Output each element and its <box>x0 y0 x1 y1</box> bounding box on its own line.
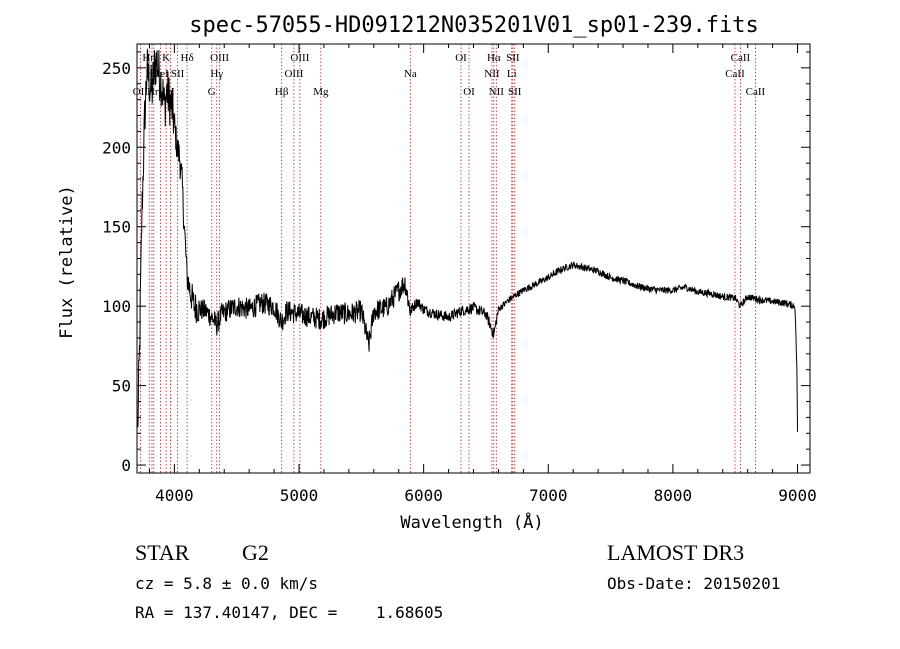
survey-name: LAMOST DR3 <box>607 540 745 565</box>
x-tick-label-2: 6000 <box>404 486 443 505</box>
y-tick-label-1: 50 <box>112 377 131 396</box>
x-tick-label-0: 4000 <box>155 486 194 505</box>
line-label-21: NII <box>489 86 505 98</box>
y-tick-label-0: 0 <box>121 456 131 475</box>
redshift-cz: cz = 5.8 ± 0.0 km/s <box>135 574 319 593</box>
object-subclass: G2 <box>242 540 269 565</box>
line-label-22: Li <box>507 68 517 80</box>
x-tick-label-1: 5000 <box>280 486 319 505</box>
line-label-12: Hβ <box>275 86 289 98</box>
chart-title: spec-57055-HD091212N035201V01_sp01-239.f… <box>189 13 759 38</box>
line-label-7: SII <box>171 68 185 80</box>
y-tick-label-3: 150 <box>102 218 131 237</box>
y-tick-label-4: 200 <box>102 138 131 157</box>
x-tick-label-3: 7000 <box>529 486 568 505</box>
line-label-8: Hδ <box>181 52 194 64</box>
line-label-1: Hη <box>142 52 156 64</box>
y-tick-label-5: 250 <box>102 59 131 78</box>
line-label-16: Na <box>404 68 417 80</box>
line-label-5: K <box>162 52 170 64</box>
line-label-6: H <box>167 86 175 98</box>
line-label-27: CaII <box>746 86 766 98</box>
obs-date: Obs-Date: 20150201 <box>607 574 781 593</box>
line-label-19: NII <box>484 68 500 80</box>
x-axis: 4000 5000 6000 7000 8000 9000 <box>148 44 817 505</box>
spectral-line-labels: OIIHηHθHηHeIKHSIIHδGHγOIIIHβOIIIOIIIMgNa… <box>133 52 766 98</box>
line-label-26: CaII <box>731 52 751 64</box>
line-label-24: SII <box>508 86 522 98</box>
x-tick-label-4: 8000 <box>654 486 693 505</box>
spectrum-line <box>137 48 798 432</box>
line-label-13: OIII <box>284 68 303 80</box>
y-axis: 0 50 100 150 200 250 <box>102 51 810 475</box>
y-axis-label: Flux (relative) <box>57 185 77 339</box>
line-label-11: OIII <box>210 52 229 64</box>
spectrum-series <box>137 48 798 432</box>
line-label-25: CaII <box>725 68 745 80</box>
line-label-10: Hγ <box>210 68 223 80</box>
line-label-23: SII <box>506 52 520 64</box>
line-label-17: OI <box>455 52 467 64</box>
ra-dec: RA = 137.40147, DEC = 1.68605 <box>135 603 444 622</box>
spectral-line-markers <box>139 44 756 473</box>
line-label-20: Hα <box>487 52 501 64</box>
object-class: STAR <box>135 540 190 565</box>
line-label-14: OIII <box>290 52 309 64</box>
x-axis-label: Wavelength (Å) <box>400 511 543 533</box>
line-label-18: OI <box>463 86 475 98</box>
x-tick-label-5: 9000 <box>778 486 817 505</box>
line-label-15: Mg <box>313 86 329 98</box>
y-tick-label-2: 100 <box>102 297 131 316</box>
plot-frame <box>136 43 811 474</box>
line-label-9: G <box>208 86 216 98</box>
